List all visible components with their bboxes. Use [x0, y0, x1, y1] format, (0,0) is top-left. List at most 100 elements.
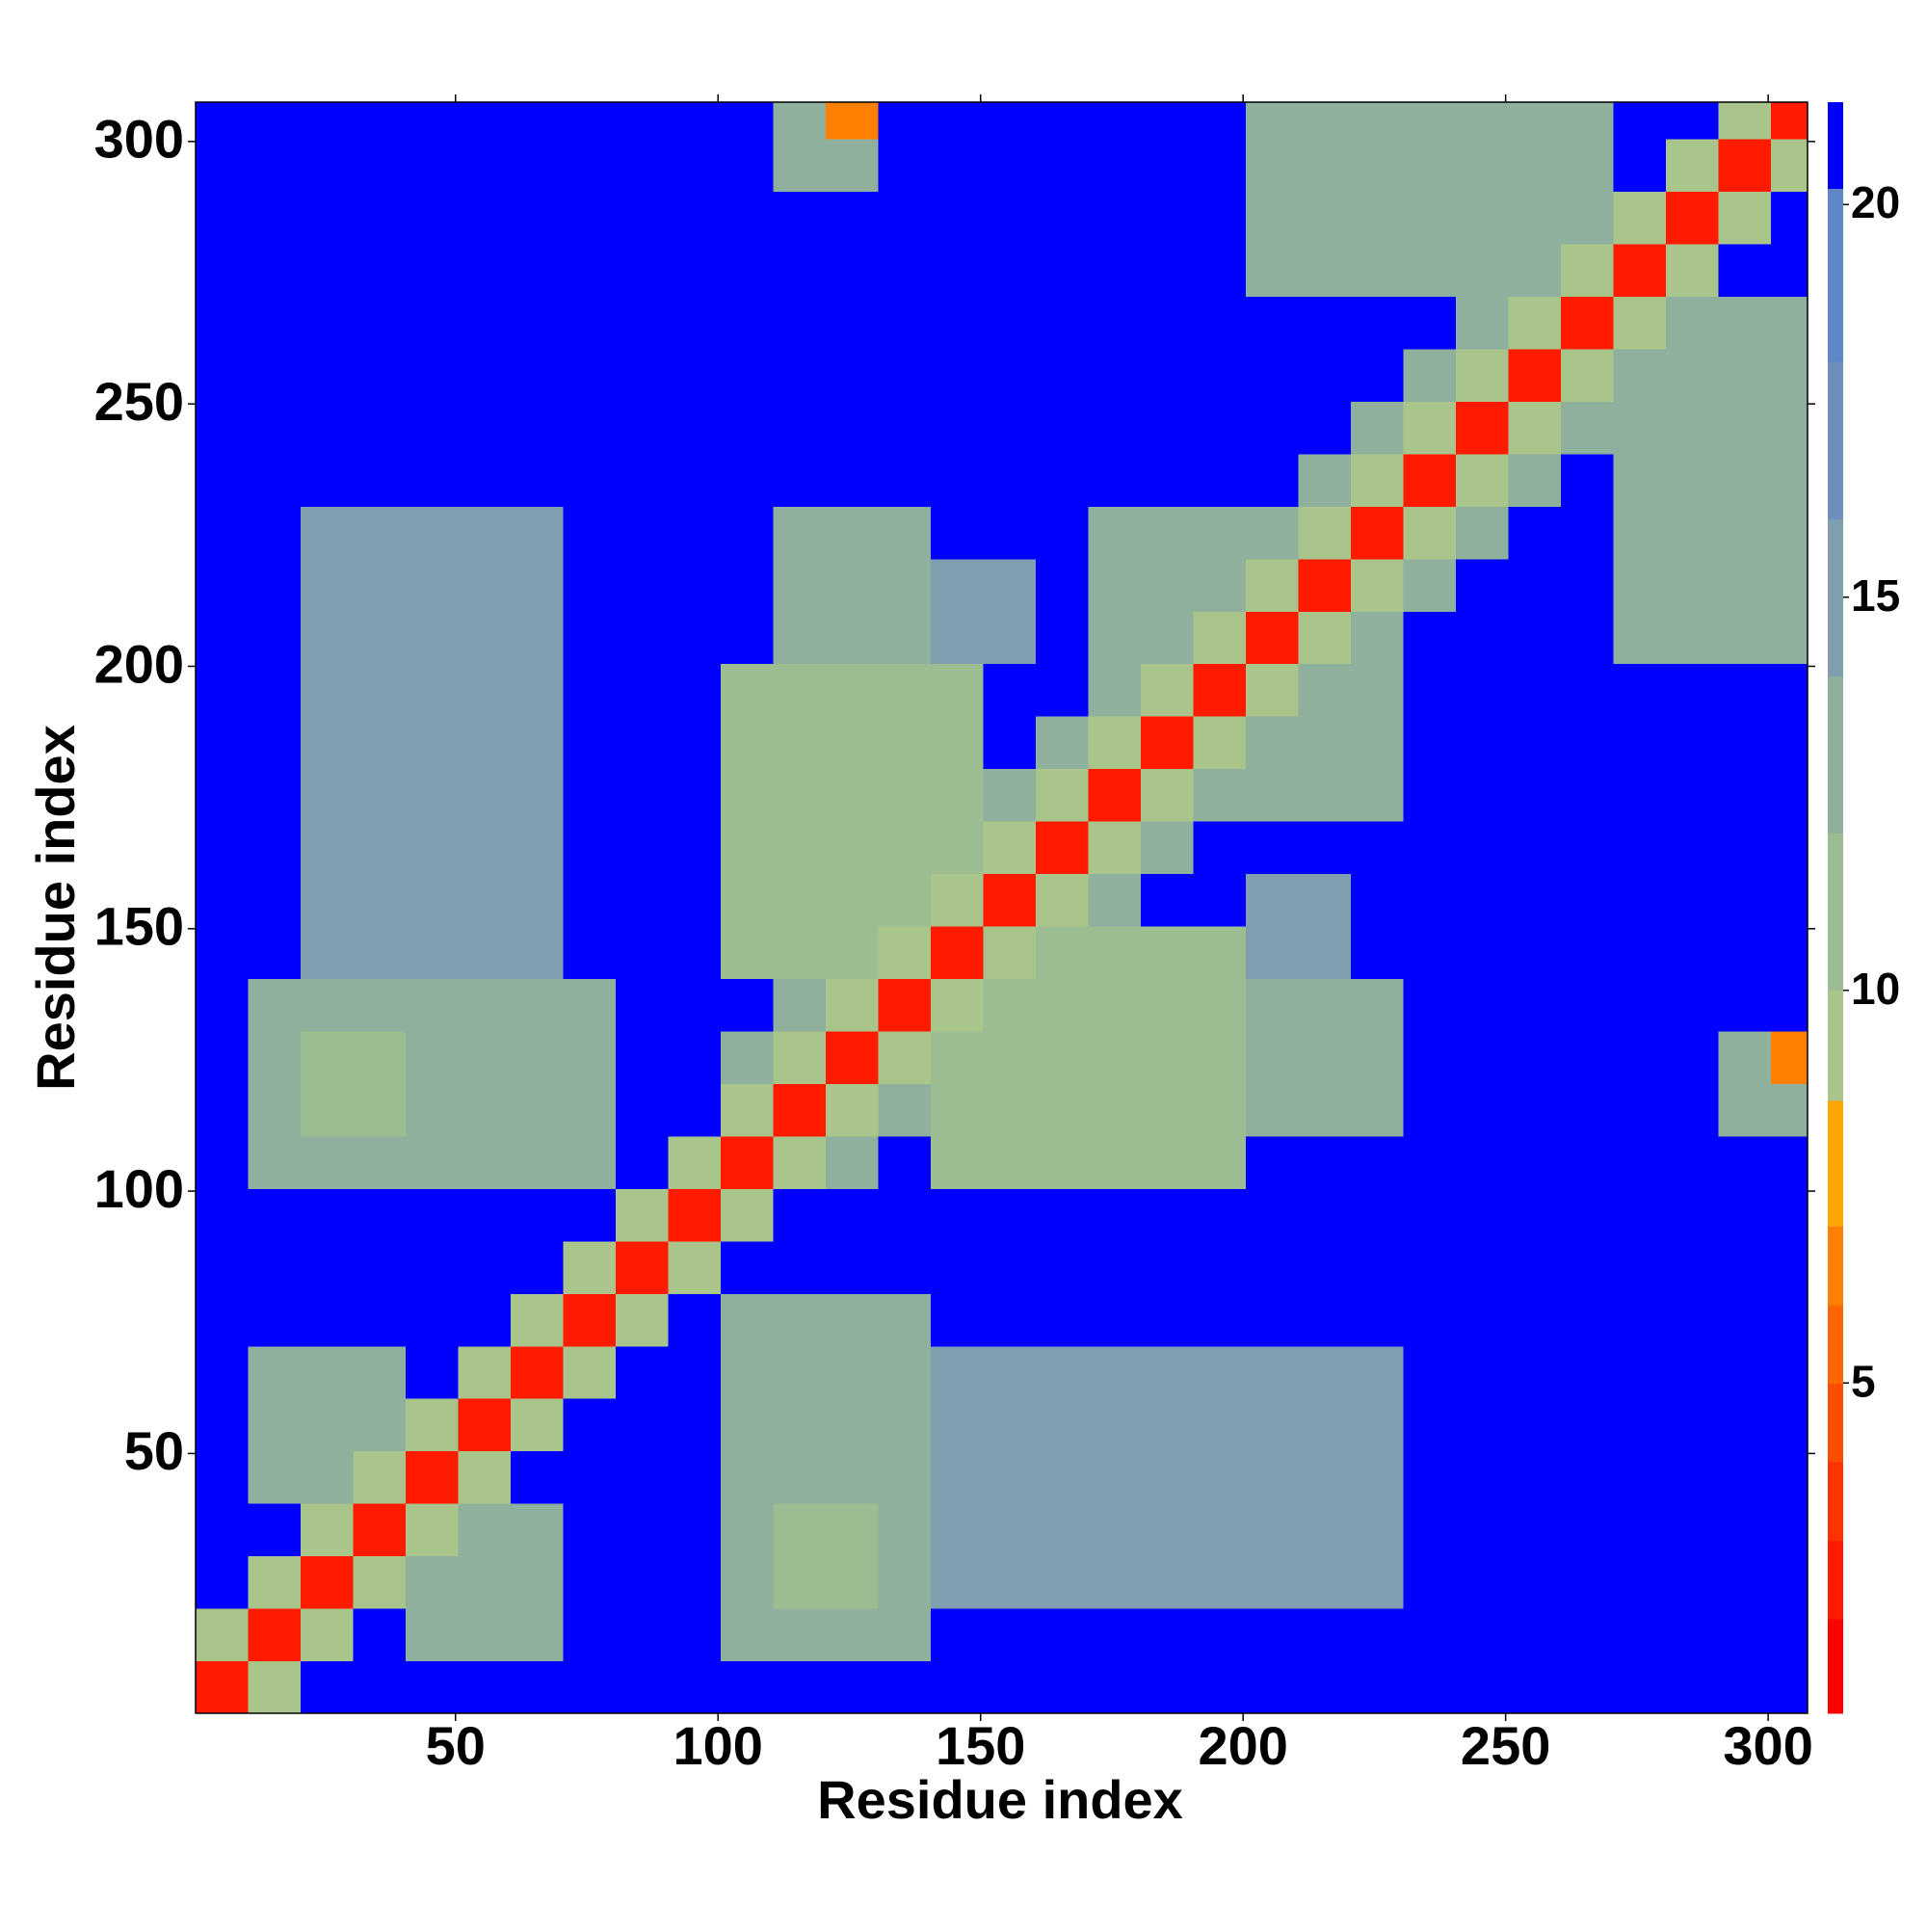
heatmap-cell — [983, 1503, 1037, 1557]
heatmap-cell — [1508, 873, 1562, 927]
heatmap-cell — [1035, 663, 1089, 717]
heatmap-cell — [1718, 1083, 1772, 1137]
heatmap-cell — [353, 348, 407, 402]
heatmap-cell — [1718, 611, 1772, 665]
heatmap-cell — [615, 821, 669, 875]
heatmap-cell — [1298, 611, 1352, 665]
heatmap-cell — [1088, 611, 1142, 665]
heatmap-cell — [1770, 926, 1808, 980]
heatmap-cell — [930, 873, 984, 927]
heatmap-cell — [668, 401, 722, 455]
heatmap-cell — [196, 401, 249, 455]
heatmap-cell — [1298, 1188, 1352, 1242]
heatmap-cell — [1508, 1503, 1562, 1557]
heatmap-cell — [510, 1398, 564, 1452]
heatmap-cell — [615, 1608, 669, 1662]
heatmap-cell — [773, 1450, 827, 1504]
heatmap-cell — [1718, 401, 1772, 455]
heatmap-cell — [1770, 401, 1808, 455]
heatmap-cell — [300, 1555, 354, 1609]
heatmap-cell — [1455, 1293, 1509, 1347]
heatmap-cell — [615, 1030, 669, 1084]
y-tick-label: 100 — [94, 1158, 184, 1219]
heatmap-cell — [1665, 1660, 1719, 1713]
heatmap-cell — [615, 102, 669, 140]
heatmap-cell — [1193, 873, 1247, 927]
heatmap-cell — [1455, 1450, 1509, 1504]
colorbar-tick-label: 15 — [1851, 570, 1900, 621]
heatmap-cell — [1245, 716, 1299, 770]
heatmap-cell — [1560, 926, 1614, 980]
heatmap-cell — [1140, 1555, 1194, 1609]
heatmap-cell — [825, 611, 879, 665]
heatmap-cell — [1035, 873, 1089, 927]
heatmap-cell — [615, 1188, 669, 1242]
heatmap-cell — [300, 1293, 354, 1347]
heatmap-cell — [1718, 191, 1772, 245]
heatmap-cell — [1508, 348, 1562, 402]
heatmap-cell — [1560, 1398, 1614, 1452]
heatmap-cell — [1403, 1030, 1457, 1084]
heatmap-cell — [458, 611, 512, 665]
heatmap-cell — [1140, 191, 1194, 245]
heatmap-cell — [1613, 821, 1667, 875]
heatmap-cell — [983, 873, 1037, 927]
heatmap-cell — [1665, 978, 1719, 1032]
heatmap-cell — [1140, 663, 1194, 717]
heatmap-cell — [615, 1345, 669, 1399]
heatmap-cell — [1613, 978, 1667, 1032]
heatmap-cell — [1560, 191, 1614, 245]
heatmap-cell — [1298, 139, 1352, 193]
heatmap-cell — [248, 768, 302, 822]
heatmap-cell — [720, 926, 774, 980]
heatmap-cell — [1035, 401, 1089, 455]
heatmap-cell — [353, 821, 407, 875]
heatmap-cell — [458, 1450, 512, 1504]
heatmap-cell — [1193, 611, 1247, 665]
heatmap-cell — [1403, 1450, 1457, 1504]
heatmap-cell — [1613, 1030, 1667, 1084]
heatmap-cell — [1403, 926, 1457, 980]
heatmap-cell — [248, 401, 302, 455]
heatmap-cell — [1508, 978, 1562, 1032]
heatmap-cell — [1403, 821, 1457, 875]
heatmap-cell — [300, 139, 354, 193]
colorbar-tick-label: 5 — [1851, 1357, 1876, 1407]
heatmap-cell — [1455, 558, 1509, 612]
heatmap-cell — [773, 102, 827, 140]
heatmap-cell — [1770, 191, 1808, 245]
heatmap-cell — [1350, 506, 1404, 560]
heatmap-cell — [1665, 506, 1719, 560]
heatmap-cell — [248, 139, 302, 193]
heatmap-cell — [248, 296, 302, 350]
heatmap-cell — [353, 611, 407, 665]
heatmap-cell — [1508, 1293, 1562, 1347]
heatmap-cell — [563, 191, 617, 245]
heatmap-cell — [1613, 558, 1667, 612]
heatmap-cell — [825, 1660, 879, 1713]
heatmap-cell — [248, 244, 302, 298]
heatmap-cell — [615, 348, 669, 402]
heatmap-cell — [1245, 1608, 1299, 1662]
heatmap-cell — [1665, 1398, 1719, 1452]
heatmap-cell — [720, 453, 774, 507]
heatmap-cell — [1035, 611, 1089, 665]
heatmap-cell — [773, 1083, 827, 1137]
heatmap-cell — [720, 1240, 774, 1294]
heatmap-cell — [1088, 1030, 1142, 1084]
heatmap-cell — [1403, 1555, 1457, 1609]
heatmap-cell — [615, 1135, 669, 1189]
heatmap-cell — [1613, 296, 1667, 350]
heatmap-cell — [1718, 1608, 1772, 1662]
heatmap-cell — [510, 1450, 564, 1504]
x-tick-label: 250 — [1461, 1715, 1550, 1776]
heatmap-cell — [1193, 296, 1247, 350]
heatmap-cell — [563, 926, 617, 980]
heatmap-cell — [196, 1398, 249, 1452]
heatmap-cell — [196, 1608, 249, 1662]
heatmap-cell — [668, 611, 722, 665]
heatmap-cell — [248, 1660, 302, 1713]
heatmap-cell — [1508, 1555, 1562, 1609]
heatmap-cell — [983, 244, 1037, 298]
colorbar-band — [1828, 361, 1843, 519]
